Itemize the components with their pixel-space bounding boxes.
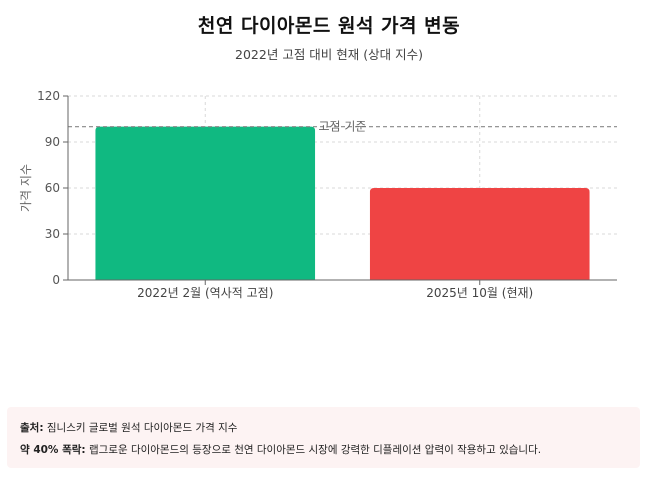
drop-note: 약 40% 폭락: 랩그로운 다이아몬드의 등장으로 천연 다이아몬드 시장에 … xyxy=(20,442,541,457)
bar xyxy=(369,188,590,280)
reference-line-label: 고점 기준 xyxy=(319,120,367,134)
y-tick-label: 0 xyxy=(52,273,60,287)
chart-title: 천연 다이아몬드 원석 가격 변동 xyxy=(197,15,461,37)
y-axis-label: 가격 지수 xyxy=(19,164,33,212)
notes-panel: 출처: 짐니스키 글로벌 원석 다이아몬드 가격 지수 약 40% 폭락: 랩그… xyxy=(7,407,640,468)
y-tick-label: 30 xyxy=(45,227,60,241)
chart-subtitle: 2022년 고점 대비 현재 (상대 지수) xyxy=(235,47,423,62)
source-text: 짐니스키 글로벌 원석 다이아몬드 가격 지수 xyxy=(46,422,238,434)
drop-text: 랩그로운 다이아몬드의 등장으로 천연 다이아몬드 시장에 강력한 디플레이션 … xyxy=(88,444,542,456)
source-note: 출처: 짐니스키 글로벌 원석 다이아몬드 가격 지수 xyxy=(20,420,237,435)
bar-chart: 0 30 60 90 120 고점 기준 2022년 2월 (역사적 고점) 2025년 10… xyxy=(19,89,617,300)
y-tick-label: 120 xyxy=(37,89,60,103)
bar xyxy=(95,126,316,281)
x-tick-label: 2022년 2월 (역사적 고점) xyxy=(137,286,273,300)
drop-label: 약 40% 폭락: xyxy=(20,444,86,456)
y-tick-label: 90 xyxy=(45,135,60,149)
source-label: 출처: xyxy=(20,422,44,434)
y-tick-label: 60 xyxy=(45,181,60,195)
x-tick-label: 2025년 10월 (현재) xyxy=(426,286,533,300)
